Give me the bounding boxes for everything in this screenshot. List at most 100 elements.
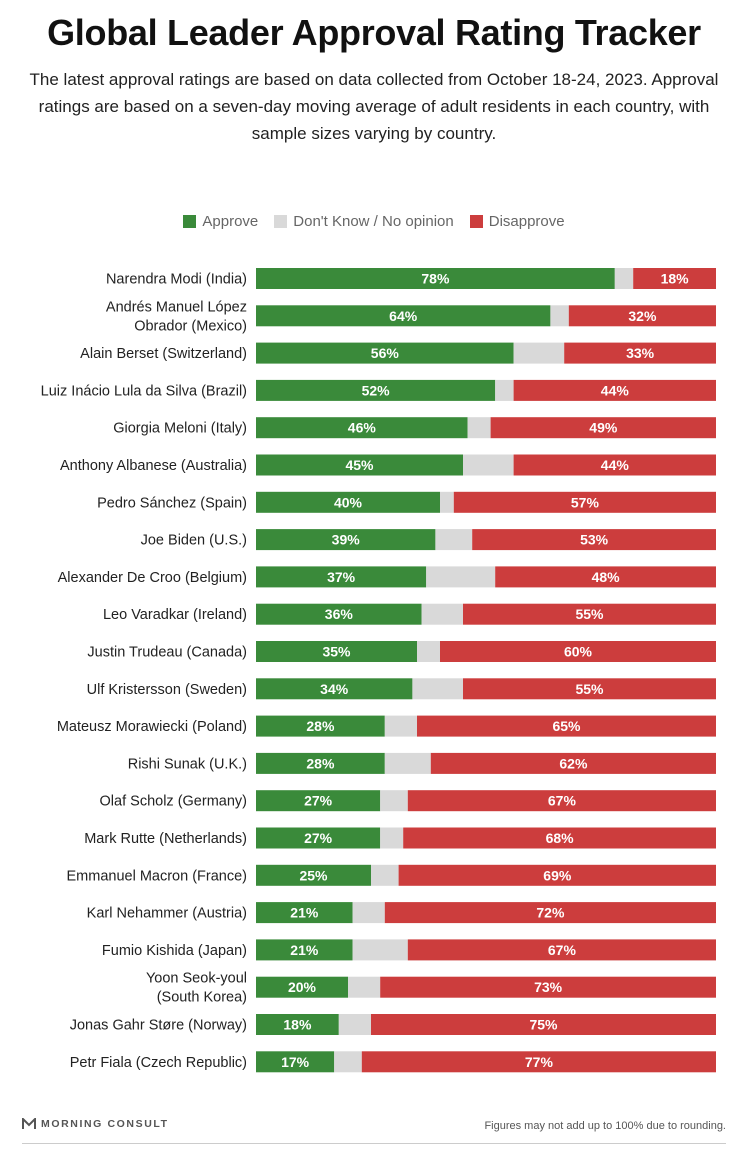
bar-segment-disapprove	[398, 864, 716, 886]
data-label-disapprove: 55%	[575, 681, 604, 697]
bar-segment-disapprove	[384, 902, 716, 924]
bar-segment-neutral	[417, 641, 440, 662]
bar-segment-disapprove	[361, 1051, 716, 1073]
bar-segment-approve	[256, 715, 385, 737]
bar-segment-approve	[256, 1051, 335, 1073]
data-label-disapprove: 49%	[589, 420, 618, 436]
category-label: Yoon Seok-youl (South Korea)	[146, 971, 247, 1006]
data-label-disapprove: 53%	[580, 532, 609, 548]
data-label-approve: 39%	[332, 532, 361, 548]
bar-segment-neutral	[495, 379, 514, 401]
data-label-approve: 34%	[320, 681, 349, 697]
bar-segment-approve	[256, 454, 463, 476]
legend-item-approve: Approve	[183, 213, 258, 230]
category-label-line: Giorgia Meloni (Italy)	[113, 421, 247, 437]
data-label-disapprove: 48%	[592, 569, 621, 585]
category-label-line: Leo Varadkar (Ireland)	[103, 607, 247, 623]
data-label-approve: 27%	[304, 830, 333, 846]
footer-note: Figures may not add up to 100% due to ro…	[484, 1120, 726, 1132]
bar-segment-neutral	[371, 864, 399, 886]
category-label-line: Alain Berset (Switzerland)	[80, 346, 247, 362]
bar-segment-disapprove	[463, 678, 716, 700]
bar-segment-disapprove	[490, 417, 716, 439]
data-label-approve: 18%	[283, 1017, 312, 1033]
legend-label-neutral: Don't Know / No opinion	[293, 213, 454, 230]
chart-title: Global Leader Approval Rating Tracker	[47, 12, 701, 53]
category-label-line: Karl Nehammer (Austria)	[87, 906, 247, 922]
data-label-disapprove: 33%	[626, 345, 655, 361]
category-label-line: Andrés Manuel López	[106, 299, 247, 315]
data-label-disapprove: 57%	[571, 494, 600, 510]
data-label-approve: 64%	[389, 308, 418, 324]
category-label-line: Luiz Inácio Lula da Silva (Brazil)	[41, 383, 247, 399]
bar-segment-approve	[256, 976, 348, 998]
data-label-disapprove: 32%	[628, 308, 657, 324]
bar-segment-disapprove	[403, 827, 716, 849]
bar-segment-neutral	[380, 827, 404, 849]
data-label-approve: 36%	[325, 606, 354, 622]
data-label-approve: 37%	[327, 569, 356, 585]
bar-segment-neutral	[384, 715, 417, 737]
category-label-line: (South Korea)	[157, 990, 247, 1006]
legend-item-disapprove: Disapprove	[469, 213, 565, 230]
bar-segment-disapprove	[407, 790, 716, 812]
bar-segment-approve	[256, 529, 436, 551]
data-label-disapprove: 55%	[575, 606, 604, 622]
stacked-bar-chart: Narendra Modi (India) 78% 18% Andrés Manuel…	[41, 268, 716, 1073]
legend-swatch-neutral	[274, 215, 288, 228]
category-label-line: Petr Fiala (Czech Republic)	[70, 1055, 247, 1071]
bar-segment-neutral	[467, 417, 491, 439]
bar-segment-approve	[256, 939, 353, 961]
data-label-disapprove: 44%	[601, 457, 630, 473]
morning-consult-logo-icon	[22, 1118, 36, 1129]
category-label-line: Ulf Kristersson (Sweden)	[87, 682, 247, 698]
category-label-line: Pedro Sánchez (Spain)	[97, 495, 247, 511]
data-label-disapprove: 62%	[559, 755, 588, 771]
bar-segment-disapprove	[633, 268, 716, 289]
bar-segment-approve	[256, 603, 422, 625]
data-label-approve: 52%	[362, 382, 391, 398]
data-label-disapprove: 65%	[552, 718, 581, 734]
data-label-disapprove: 18%	[661, 271, 690, 287]
category-label-line: Anthony Albanese (Australia)	[60, 458, 247, 474]
category-label: Emmanuel Macron (France)	[67, 868, 248, 884]
data-label-disapprove: 69%	[543, 867, 572, 883]
data-label-disapprove: 72%	[536, 905, 565, 921]
data-label-disapprove: 73%	[534, 979, 563, 995]
bar-segment-approve	[256, 491, 440, 513]
bar-segment-disapprove	[407, 939, 716, 961]
bar-segment-approve	[256, 305, 551, 327]
category-label-line: Olaf Scholz (Germany)	[100, 794, 247, 810]
category-label-line: Mateusz Morawiecki (Poland)	[57, 719, 247, 735]
brand-logo: MORNING CONSULT	[22, 1118, 169, 1130]
legend-label-approve: Approve	[202, 213, 259, 230]
legend-swatch-disapprove	[469, 215, 483, 228]
category-label: Anthony Albanese (Australia)	[60, 458, 247, 474]
bar-segment-neutral	[352, 939, 408, 961]
data-label-approve: 46%	[348, 420, 377, 436]
category-label: Rishi Sunak (U.K.)	[128, 756, 247, 772]
bar-segment-disapprove	[453, 491, 716, 513]
bar-segment-disapprove	[495, 566, 716, 588]
bar-segment-neutral	[384, 752, 431, 774]
bar-segment-approve	[256, 827, 381, 849]
category-label: Olaf Scholz (Germany)	[100, 794, 247, 810]
bar-segment-neutral	[421, 603, 463, 625]
category-label: Andrés Manuel López Obrador (Mexico)	[106, 299, 247, 334]
data-label-approve: 17%	[281, 1054, 310, 1070]
category-label-line: Alexander De Croo (Belgium)	[58, 570, 247, 586]
bar-segment-neutral	[440, 491, 454, 513]
bar-segment-disapprove	[440, 641, 716, 662]
category-label-line: Joe Biden (U.S.)	[141, 533, 247, 549]
bar-segment-disapprove	[513, 454, 716, 476]
category-label-line: Jonas Gahr Støre (Norway)	[70, 1018, 247, 1034]
category-label: Justin Trudeau (Canada)	[87, 645, 247, 661]
category-label: Alain Berset (Switzerland)	[80, 346, 247, 362]
legend-label-disapprove: Disapprove	[488, 213, 565, 230]
bar-segment-neutral	[412, 678, 463, 700]
category-label-line: Emmanuel Macron (France)	[67, 868, 248, 884]
bar-segment-neutral	[426, 566, 496, 588]
bar-segment-disapprove	[564, 342, 716, 364]
data-label-approve: 25%	[299, 867, 328, 883]
category-label: Joe Biden (U.S.)	[141, 533, 247, 549]
